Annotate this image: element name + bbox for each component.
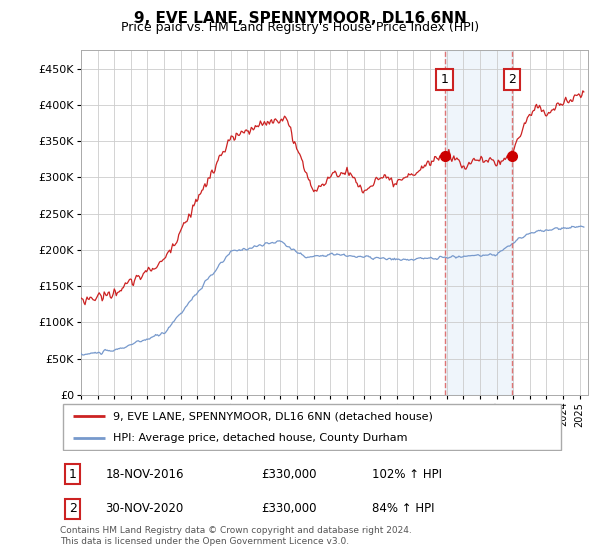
Text: 30-NOV-2020: 30-NOV-2020 — [106, 502, 184, 515]
Text: 18-NOV-2016: 18-NOV-2016 — [106, 468, 184, 480]
Text: 9, EVE LANE, SPENNYMOOR, DL16 6NN (detached house): 9, EVE LANE, SPENNYMOOR, DL16 6NN (detac… — [113, 411, 433, 421]
Text: Price paid vs. HM Land Registry's House Price Index (HPI): Price paid vs. HM Land Registry's House … — [121, 21, 479, 34]
Text: Contains HM Land Registry data © Crown copyright and database right 2024.
This d: Contains HM Land Registry data © Crown c… — [60, 526, 412, 546]
Text: 84% ↑ HPI: 84% ↑ HPI — [373, 502, 435, 515]
Text: 2: 2 — [508, 73, 516, 86]
Text: 9, EVE LANE, SPENNYMOOR, DL16 6NN: 9, EVE LANE, SPENNYMOOR, DL16 6NN — [134, 11, 466, 26]
Text: £330,000: £330,000 — [262, 468, 317, 480]
Text: 102% ↑ HPI: 102% ↑ HPI — [373, 468, 442, 480]
Bar — [445, 50, 512, 395]
Text: HPI: Average price, detached house, County Durham: HPI: Average price, detached house, Coun… — [113, 433, 407, 443]
Text: £330,000: £330,000 — [262, 502, 317, 515]
Text: 2: 2 — [68, 502, 77, 515]
Text: 1: 1 — [441, 73, 449, 86]
FancyBboxPatch shape — [62, 404, 562, 450]
Text: 1: 1 — [68, 468, 77, 480]
